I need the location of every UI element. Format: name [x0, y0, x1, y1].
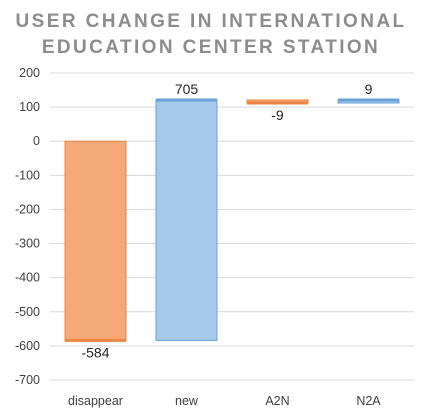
data-label-N2A: 9 [365, 81, 373, 97]
x-tick-label: A2N [265, 394, 289, 408]
y-tick-label: -400 [15, 271, 40, 285]
chart-title-line-1: USER CHANGE IN INTERNATIONAL [16, 11, 407, 32]
data-label-A2N: -9 [271, 107, 284, 123]
bars [64, 98, 400, 342]
y-tick-label: 200 [19, 66, 40, 80]
y-tick-label: -500 [15, 305, 40, 319]
y-tick-label: -600 [15, 339, 40, 353]
data-label-new: 705 [175, 81, 199, 97]
y-tick-label: -100 [15, 168, 40, 182]
data-labels: -584 705 -9 9 [81, 81, 372, 360]
x-axis-labels: disappear new A2N N2A [68, 394, 381, 408]
data-label-disappear: -584 [81, 344, 109, 360]
y-axis-ticks: 200 100 0 -100 -200 -300 -400 -500 -600 -700 [15, 66, 40, 387]
y-tick-label: -700 [15, 373, 40, 387]
x-tick-label: N2A [356, 394, 381, 408]
x-tick-label: disappear [68, 394, 123, 408]
bar-new [155, 99, 218, 341]
y-tick-label: -200 [15, 202, 40, 216]
x-tick-label: new [175, 394, 199, 408]
y-tick-label: 0 [33, 134, 40, 148]
chart-title-line-2: EDUCATION CENTER STATION [42, 37, 380, 58]
y-tick-label: 100 [19, 100, 40, 114]
y-tick-label: -300 [15, 237, 40, 251]
bar-disappear [64, 140, 127, 341]
